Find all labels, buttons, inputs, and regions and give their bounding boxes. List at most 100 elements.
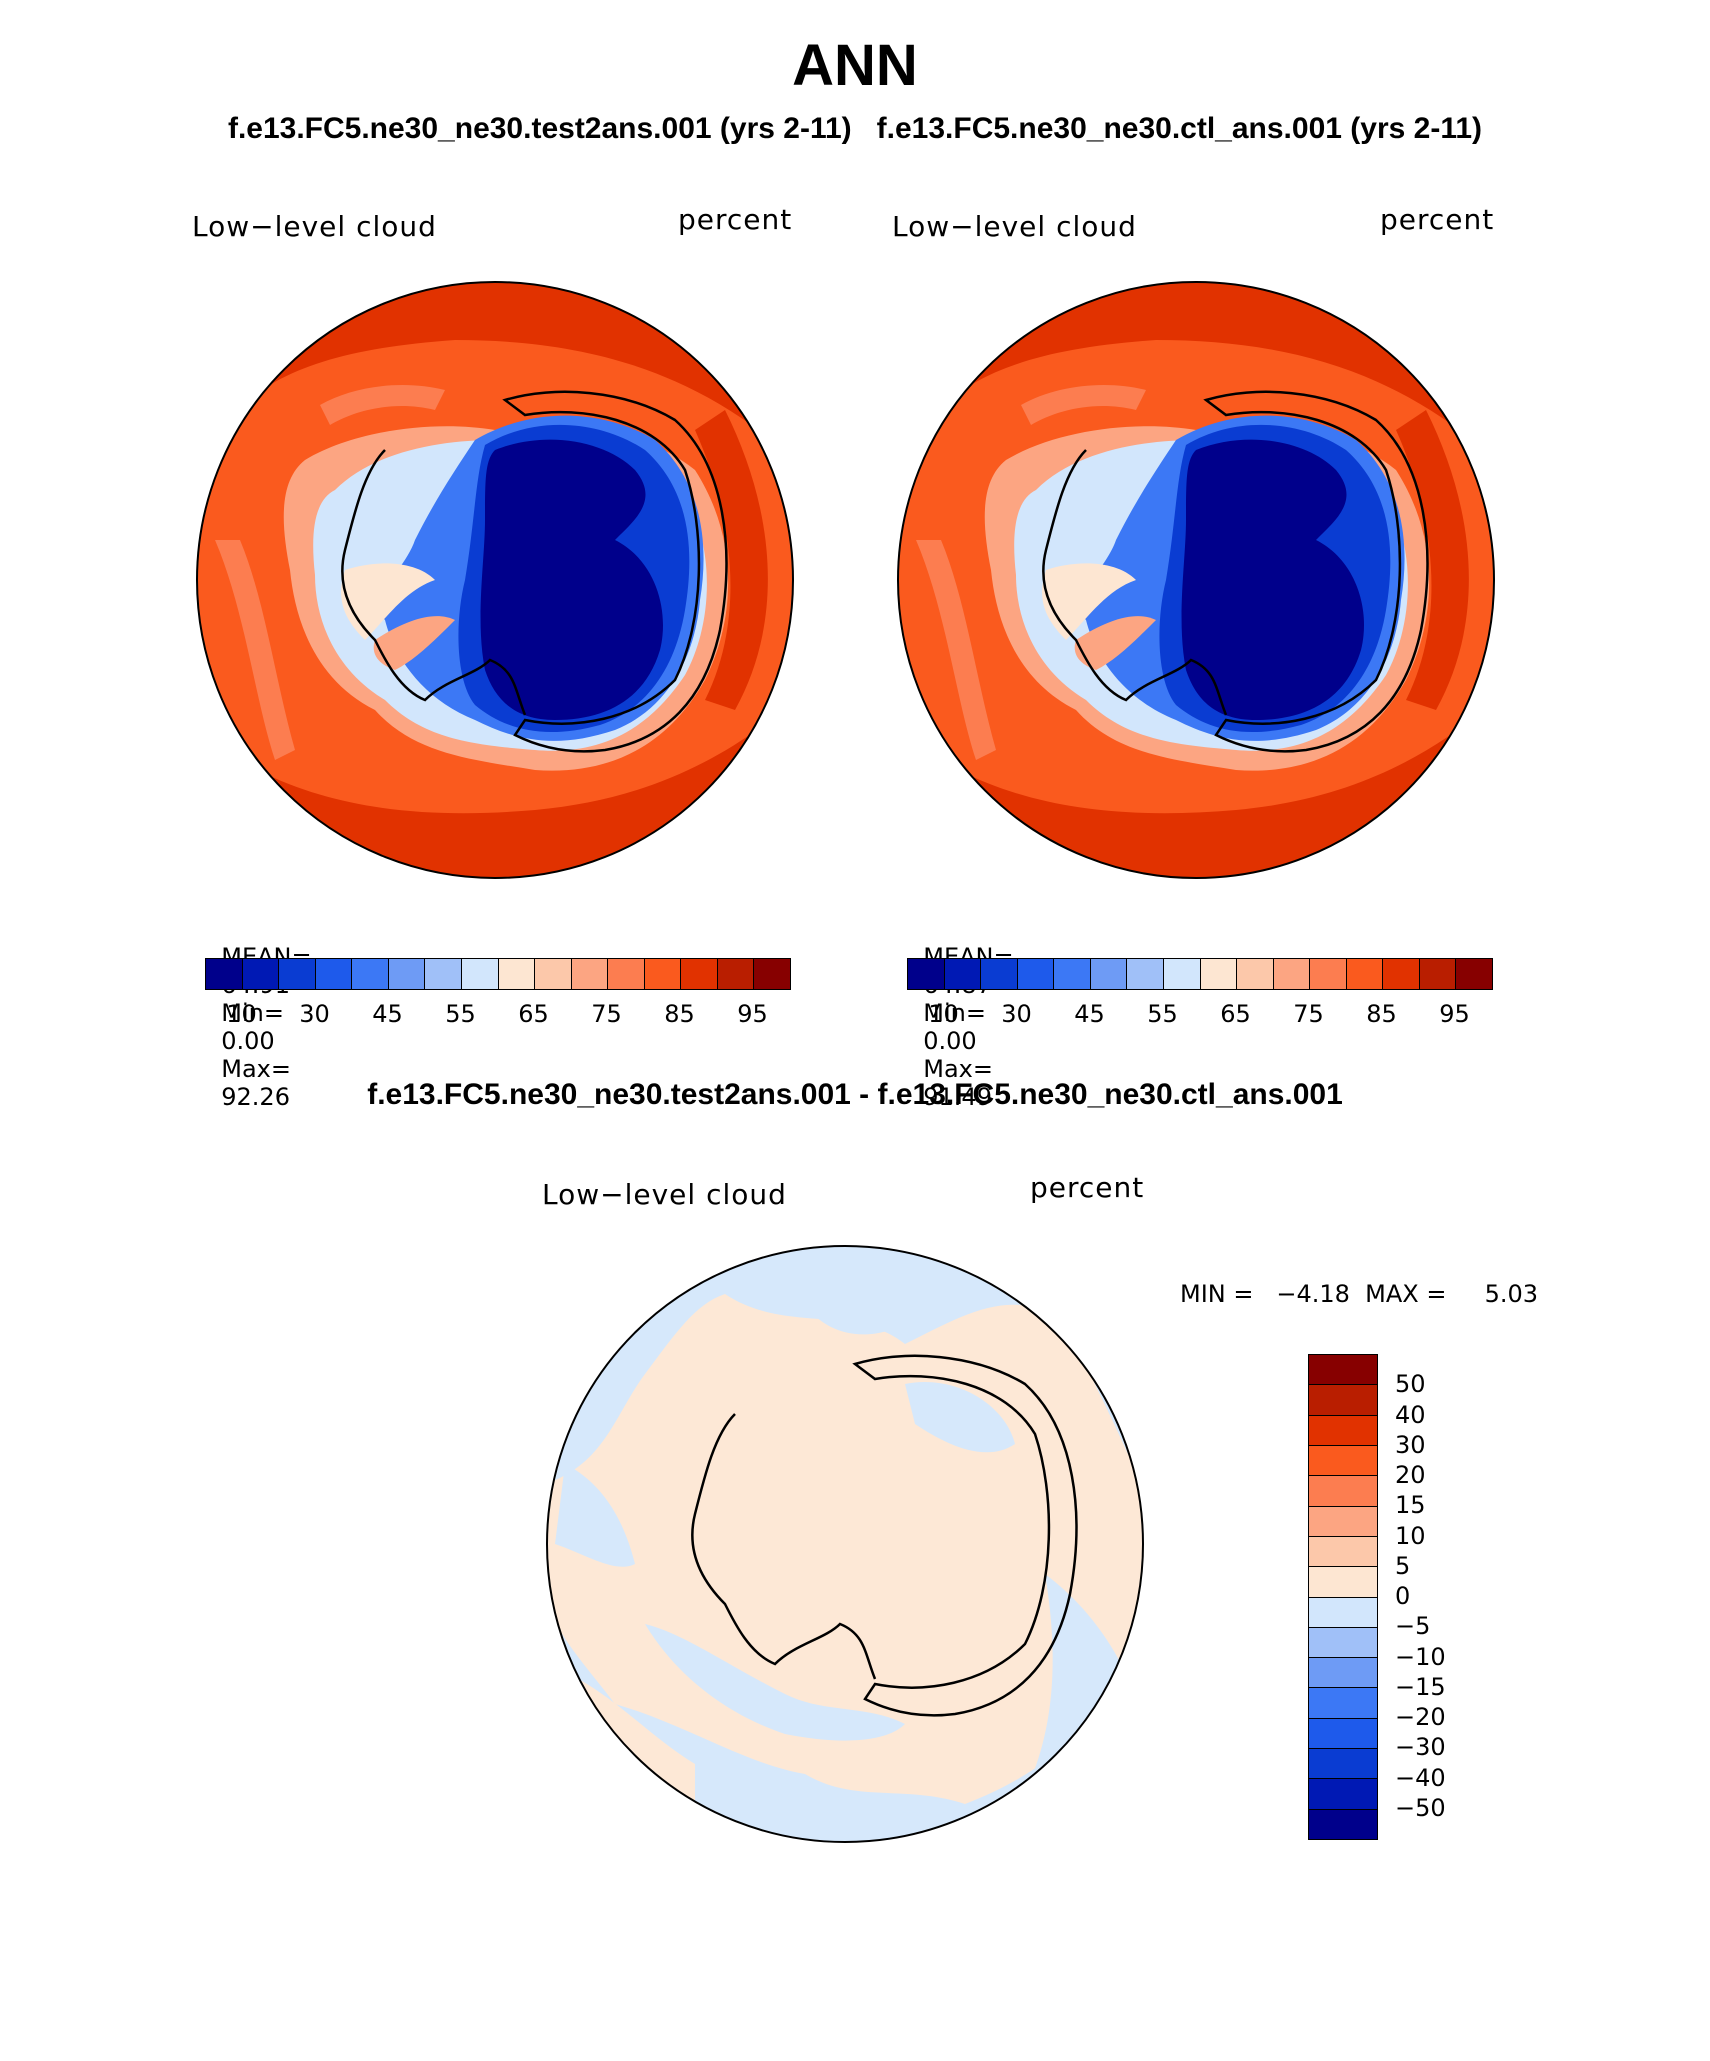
- colorbar-tick-label: 85: [1366, 1000, 1397, 1028]
- diff-colorbar-tick-label: −10: [1395, 1642, 1446, 1671]
- panel1-colorbar: [205, 958, 791, 990]
- colorbar-tick-label: 75: [1293, 1000, 1324, 1028]
- diff-colorbar-tick-label: 40: [1395, 1400, 1426, 1429]
- diff-colorbar-swatch: [1309, 1476, 1377, 1507]
- diff-colorbar-tick-label: 5: [1395, 1551, 1411, 1580]
- difference-title: f.e13.FC5.ne30_ne30.test2ans.001 - f.e13…: [367, 1078, 1343, 1111]
- colorbar-tick-label: 30: [1001, 1000, 1032, 1028]
- colorbar-swatch: [1054, 959, 1091, 989]
- diff-colorbar-swatch: [1309, 1385, 1377, 1416]
- diff-colorbar-swatch: [1309, 1445, 1377, 1477]
- colorbar-tick-label: 10: [928, 1000, 959, 1028]
- colorbar-tick-label: 45: [1074, 1000, 1105, 1028]
- colorbar-swatch: [1127, 959, 1164, 989]
- diff-units-label: percent: [1030, 1171, 1145, 1204]
- colorbar-swatch: [754, 959, 790, 989]
- diff-colorbar-swatch: [1309, 1749, 1377, 1780]
- colorbar-swatch: [1017, 959, 1055, 989]
- colorbar-swatch: [206, 959, 243, 989]
- colorbar-swatch: [1383, 959, 1420, 989]
- colorbar-swatch: [425, 959, 462, 989]
- colorbar-tick-label: 55: [445, 1000, 476, 1028]
- diff-variable-label: Low−level cloud: [542, 1178, 787, 1211]
- colorbar-swatch: [498, 959, 536, 989]
- diff-colorbar-swatch: [1309, 1627, 1377, 1659]
- panel2-map: [897, 281, 1495, 879]
- diff-colorbar-tick-label: 30: [1395, 1430, 1426, 1459]
- colorbar-swatch: [315, 959, 353, 989]
- diff-colorbar-swatch: [1309, 1536, 1377, 1568]
- colorbar-swatch: [1346, 959, 1384, 989]
- figure-title: ANN: [792, 33, 918, 98]
- panel2-max-value: 91.49: [923, 1083, 992, 1111]
- panel2-colorbar-ticks: 10 30 45 55 65 75 85 95: [907, 1000, 1491, 1030]
- diff-colorbar-swatch: [1309, 1415, 1377, 1446]
- diff-colorbar-tick-label: −40: [1395, 1763, 1446, 1792]
- diff-colorbar-tick-label: −30: [1395, 1733, 1446, 1762]
- panel2-min-value: 0.00: [923, 1027, 977, 1055]
- panel2-units-label: percent: [1380, 203, 1495, 236]
- diff-colorbar-tick-label: −15: [1395, 1672, 1446, 1701]
- colorbar-tick-label: 45: [372, 1000, 403, 1028]
- colorbar-tick-label: 95: [737, 1000, 768, 1028]
- diff-colorbar-swatch: [1309, 1355, 1377, 1386]
- diff-colorbar-tick-label: −50: [1395, 1793, 1446, 1822]
- colorbar-swatch: [1090, 959, 1128, 989]
- diff-colorbar-tick-label: 10: [1395, 1521, 1426, 1550]
- panel1-variable-label: Low−level cloud: [192, 210, 437, 243]
- colorbar-swatch: [944, 959, 982, 989]
- colorbar-swatch: [1273, 959, 1311, 989]
- diff-colorbar: [1308, 1354, 1378, 1840]
- diff-colorbar-tick-label: 15: [1395, 1491, 1426, 1520]
- colorbar-swatch: [388, 959, 426, 989]
- figure-subtitle: f.e13.FC5.ne30_ne30.test2ans.001 (yrs 2-…: [227, 112, 1483, 145]
- diff-colorbar-swatch: [1309, 1506, 1377, 1537]
- colorbar-swatch: [681, 959, 718, 989]
- colorbar-swatch: [908, 959, 945, 989]
- colorbar-swatch: [242, 959, 280, 989]
- colorbar-tick-label: 95: [1439, 1000, 1470, 1028]
- diff-colorbar-ticks: 50 40 30 20 15 10 5 0 −5 −10 −15 −20 −30 −40 −50: [1395, 1354, 1475, 1838]
- panel1-max-label: Max=: [221, 1055, 291, 1083]
- colorbar-swatch: [1200, 959, 1238, 989]
- colorbar-swatch: [1237, 959, 1274, 989]
- colorbar-swatch: [644, 959, 682, 989]
- colorbar-tick-label: 85: [664, 1000, 695, 1028]
- diff-colorbar-swatch: [1309, 1718, 1377, 1750]
- panel1-map: [196, 281, 794, 879]
- colorbar-tick-label: 65: [518, 1000, 549, 1028]
- panel1-colorbar-ticks: 10 30 45 55 65 75 85 95: [205, 1000, 789, 1030]
- colorbar-swatch: [608, 959, 645, 989]
- diff-colorbar-swatch: [1309, 1658, 1377, 1689]
- diff-colorbar-swatch: [1309, 1779, 1377, 1810]
- colorbar-swatch: [1310, 959, 1347, 989]
- diff-colorbar-swatch: [1309, 1567, 1377, 1598]
- diff-colorbar-swatch: [1309, 1597, 1377, 1628]
- difference-map: [546, 1245, 1144, 1843]
- colorbar-swatch: [571, 959, 609, 989]
- panel1-max-value: 92.26: [221, 1083, 290, 1111]
- colorbar-swatch: [535, 959, 572, 989]
- diff-colorbar-tick-label: −5: [1395, 1612, 1431, 1641]
- colorbar-tick-label: 10: [226, 1000, 257, 1028]
- diff-colorbar-swatch: [1309, 1809, 1377, 1839]
- colorbar-swatch: [717, 959, 755, 989]
- diff-colorbar-swatch: [1309, 1688, 1377, 1719]
- diff-colorbar-tick-label: 50: [1395, 1370, 1426, 1399]
- panel2-min-label: Min=: [923, 999, 986, 1027]
- diff-colorbar-tick-label: 0: [1395, 1582, 1411, 1610]
- colorbar-swatch: [1419, 959, 1457, 989]
- colorbar-tick-label: 55: [1147, 1000, 1178, 1028]
- diff-colorbar-tick-label: −20: [1395, 1703, 1446, 1731]
- colorbar-tick-label: 75: [591, 1000, 622, 1028]
- panel2-max-label: Max=: [923, 1055, 993, 1083]
- colorbar-swatch: [1456, 959, 1492, 989]
- panel2-colorbar: [907, 958, 1493, 990]
- panel2-variable-label: Low−level cloud: [892, 210, 1137, 243]
- colorbar-swatch: [279, 959, 316, 989]
- diff-minmax: MIN = −4.18 MAX = 5.03: [1180, 1280, 1539, 1308]
- colorbar-tick-label: 65: [1220, 1000, 1251, 1028]
- colorbar-swatch: [352, 959, 389, 989]
- panel1-min-value: 0.00: [221, 1027, 275, 1055]
- colorbar-swatch: [1163, 959, 1201, 989]
